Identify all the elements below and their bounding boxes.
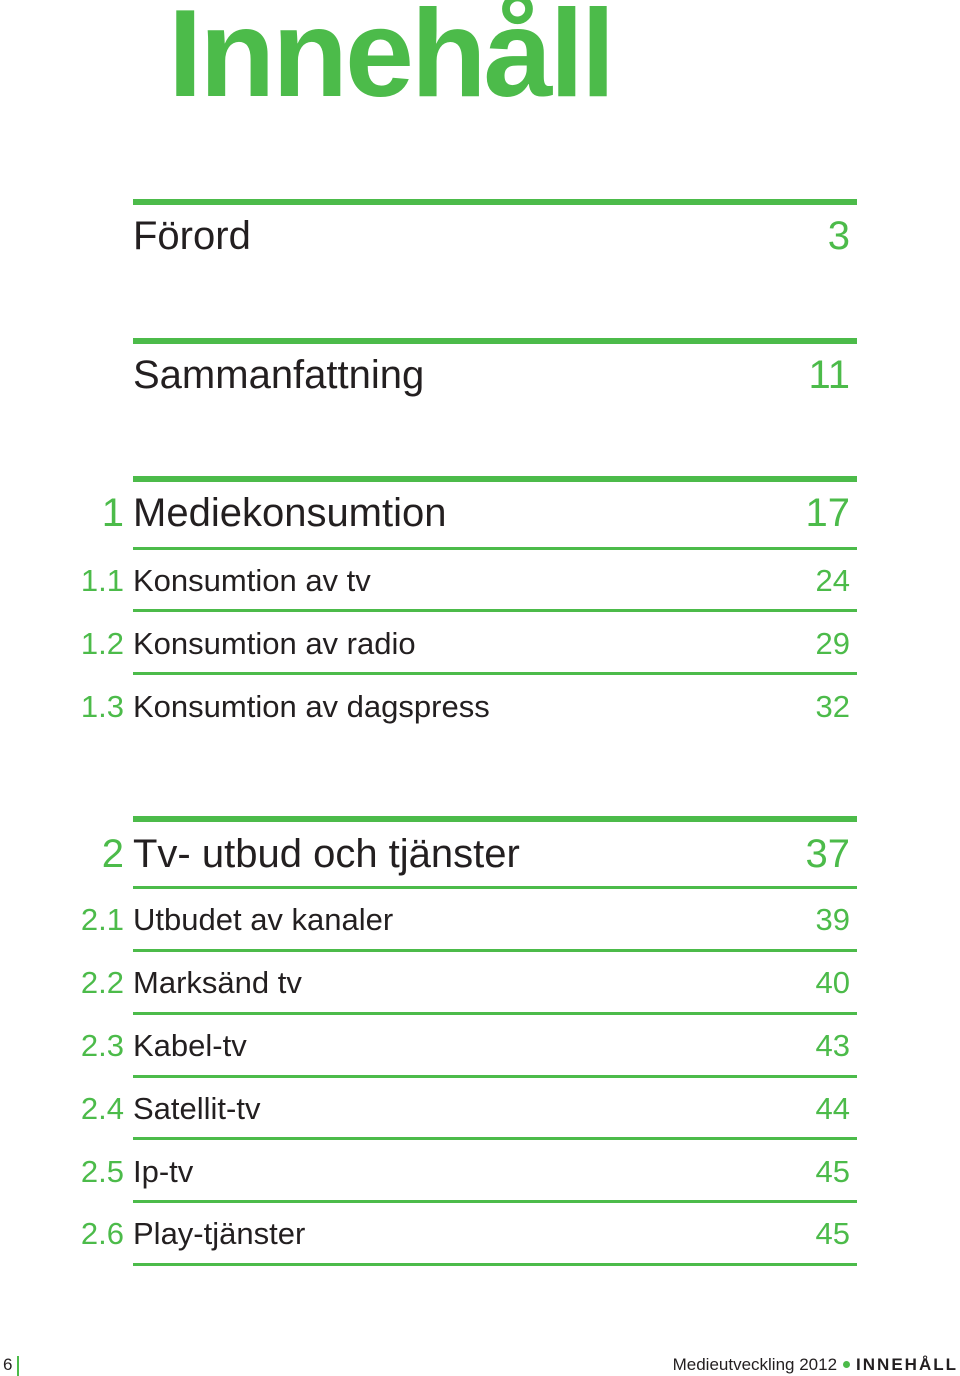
- toc-label: Play-tjänster: [133, 1216, 306, 1251]
- entry-rule: [133, 886, 857, 889]
- toc-page-number: 11: [808, 353, 850, 397]
- footer-publication: Medieutveckling 2012: [672, 1355, 838, 1374]
- toc-number: 2.6: [80, 1216, 124, 1251]
- toc-number: 2.4: [80, 1091, 124, 1126]
- toc-label: Konsumtion av tv: [133, 563, 371, 598]
- toc-number: 1.2: [80, 626, 124, 661]
- section-rule: [133, 338, 857, 344]
- toc-label: Sammanfattning: [133, 353, 425, 397]
- section-rule: [133, 199, 857, 205]
- entry-rule: [133, 1137, 857, 1140]
- entry-rule: [133, 1200, 857, 1203]
- toc-label: Kabel-tv: [133, 1028, 247, 1063]
- toc-number: 1: [101, 491, 124, 535]
- toc-page-number: 32: [815, 689, 850, 724]
- toc-page-number: 17: [805, 491, 851, 535]
- toc-number: 2.3: [80, 1028, 124, 1063]
- entry-rule: [133, 672, 857, 675]
- toc-page-number: 45: [815, 1154, 850, 1189]
- toc-label: Förord: [133, 214, 251, 258]
- toc-label: Konsumtion av dagspress: [133, 689, 490, 724]
- entry-rule: [133, 1012, 857, 1015]
- toc-label: Tv- utbud och tjänster: [133, 832, 520, 876]
- toc-label: Utbudet av kanaler: [133, 902, 394, 937]
- entry-rule: [133, 547, 857, 550]
- toc-label: Satellit-tv: [133, 1091, 261, 1126]
- toc-label: Mediekonsumtion: [133, 491, 447, 535]
- toc-label: Ip-tv: [133, 1154, 194, 1189]
- section-rule: [133, 816, 857, 822]
- toc-number: 2: [101, 832, 124, 876]
- toc-number: 2.5: [80, 1154, 124, 1189]
- toc-page-number: 29: [815, 626, 850, 661]
- toc-page-number: 44: [815, 1091, 850, 1126]
- toc-label: Marksänd tv: [133, 965, 302, 1000]
- section-rule: [133, 476, 857, 482]
- toc-number: 1.3: [80, 689, 124, 724]
- entry-rule: [133, 1075, 857, 1078]
- toc-page-number: 45: [815, 1216, 850, 1251]
- toc-number: 2.2: [80, 965, 124, 1000]
- bullet-dot-icon: [843, 1361, 851, 1369]
- page-title: Innehåll: [168, 0, 616, 123]
- toc-page-number: 43: [815, 1028, 850, 1063]
- toc-page-number: 3: [827, 214, 850, 258]
- entry-rule: [133, 609, 857, 612]
- toc-page-number: 39: [815, 902, 850, 937]
- toc-number: 1.1: [80, 563, 124, 598]
- footer-page-number: 6: [3, 1355, 13, 1374]
- toc-page-number: 37: [805, 832, 851, 876]
- footer-section: INNEHÅLL: [856, 1355, 958, 1374]
- entry-rule: [133, 1263, 857, 1266]
- footer-running-title: Medieutveckling 2012 INNEHÅLL: [673, 1355, 958, 1375]
- toc-number: 2.1: [80, 902, 124, 937]
- toc-label: Konsumtion av radio: [133, 626, 416, 661]
- toc-page-number: 24: [815, 563, 850, 598]
- toc-page-number: 40: [815, 965, 850, 1000]
- entry-rule: [133, 949, 857, 952]
- footer-divider: [17, 1356, 19, 1376]
